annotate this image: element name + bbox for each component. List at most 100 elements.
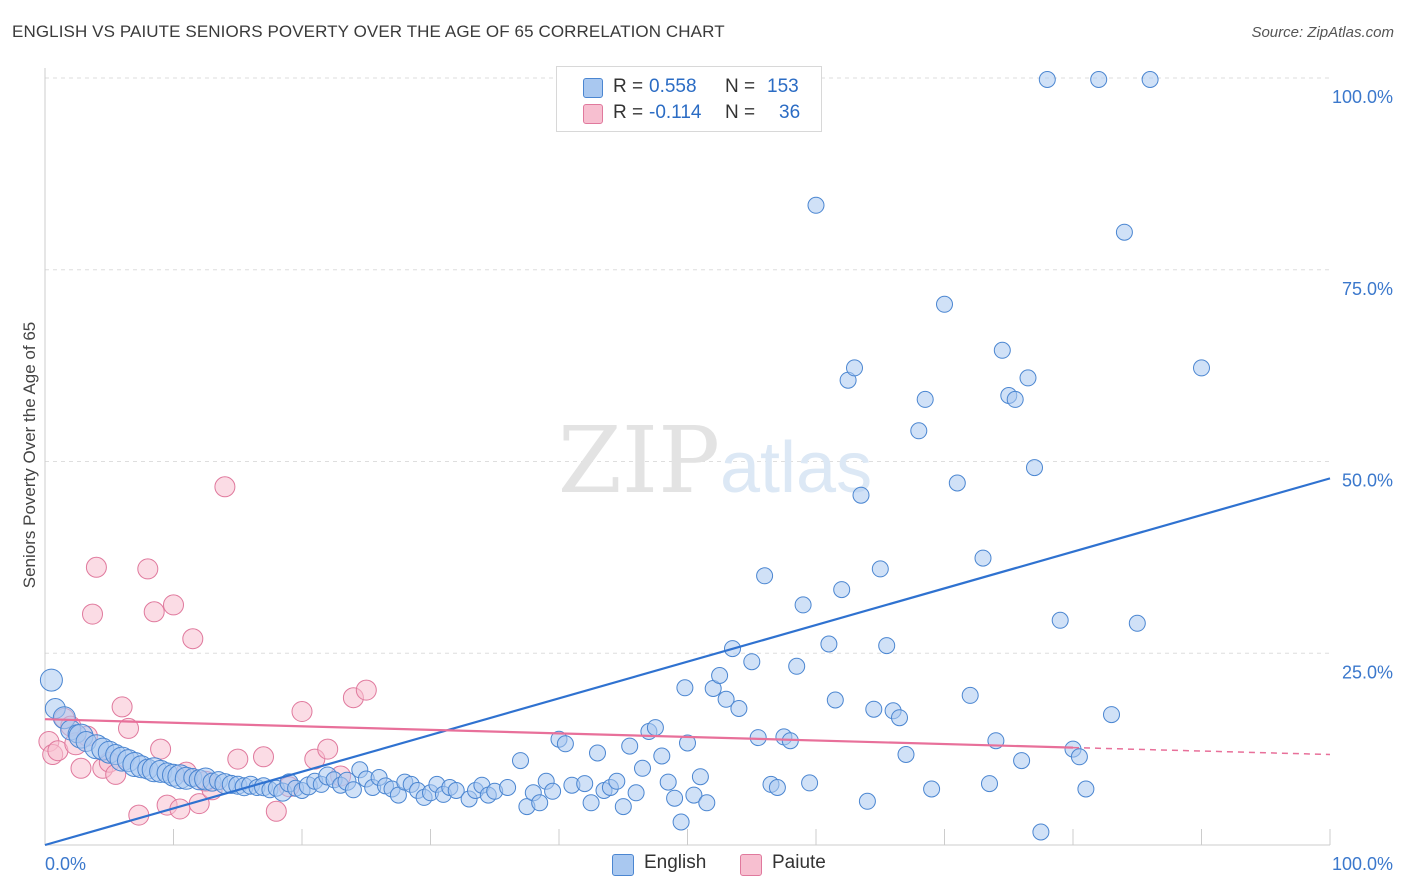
y-tick-label: 25.0% xyxy=(1342,662,1393,682)
watermark-zip: ZIP xyxy=(558,407,720,514)
english-point xyxy=(499,779,517,796)
english-point xyxy=(897,746,915,763)
english-point xyxy=(846,359,863,377)
paiute-point xyxy=(355,679,377,701)
paiute-point xyxy=(265,800,287,822)
english-point xyxy=(717,690,735,708)
english-points xyxy=(39,71,1210,841)
x-tick-label: 100.0% xyxy=(1332,854,1393,874)
english-point xyxy=(691,768,709,786)
english-point xyxy=(1051,611,1069,629)
english-point xyxy=(871,560,889,578)
english-point xyxy=(679,734,696,752)
english-point xyxy=(794,596,812,614)
y-tick-label: 100.0% xyxy=(1332,87,1393,107)
paiute-point xyxy=(227,748,249,770)
english-point xyxy=(512,752,529,770)
english-point xyxy=(936,295,953,313)
legend-n-label: N = xyxy=(725,76,756,97)
paiute-point xyxy=(182,628,204,650)
paiute-point xyxy=(85,556,107,578)
english-point xyxy=(788,657,806,675)
english-point xyxy=(556,735,574,753)
paiute-point xyxy=(291,701,313,722)
english-point xyxy=(948,474,966,492)
paiute-legend-label: Paiute xyxy=(772,852,826,873)
axes xyxy=(44,68,1331,846)
english-point xyxy=(698,794,716,812)
english-point xyxy=(865,700,883,718)
english-point xyxy=(1141,71,1159,88)
english-point xyxy=(582,794,600,812)
english-point xyxy=(1070,748,1088,766)
english-point xyxy=(1019,369,1037,387)
english-point xyxy=(891,709,908,727)
english-point xyxy=(666,789,684,807)
y-tick-labels: 25.0% 50.0% 75.0% 100.0% xyxy=(1332,87,1393,682)
legend-n-value: 36 xyxy=(779,102,801,123)
english-point xyxy=(1103,706,1120,724)
english-point xyxy=(1090,71,1108,88)
paiute-point xyxy=(118,717,139,739)
x-tick-label: 0.0% xyxy=(45,854,86,874)
english-point xyxy=(1026,459,1043,477)
english-point xyxy=(1077,780,1095,798)
legend-r-label: R = xyxy=(613,102,644,123)
y-tick-label: 50.0% xyxy=(1342,471,1393,491)
english-point xyxy=(659,773,677,791)
english-point xyxy=(1128,614,1146,632)
english-point xyxy=(961,686,979,704)
english-point xyxy=(878,637,896,655)
english-point xyxy=(993,341,1011,359)
paiute-point xyxy=(163,594,184,616)
english-point xyxy=(768,779,786,796)
source-credit: Source: ZipAtlas.com xyxy=(1251,24,1394,41)
english-point xyxy=(1193,359,1210,377)
legend-n-label: N = xyxy=(725,102,756,123)
english-point xyxy=(447,782,465,799)
english-point xyxy=(39,668,63,692)
legend-r-value: -0.114 xyxy=(649,102,702,123)
x-tick-labels: 0.0% 100.0% xyxy=(45,854,1393,874)
english-point xyxy=(749,729,767,747)
paiute-swatch xyxy=(583,104,603,124)
english-point xyxy=(858,792,876,810)
paiute-point xyxy=(70,757,92,779)
english-point xyxy=(544,782,562,800)
english-point xyxy=(614,798,632,816)
english-point xyxy=(743,653,761,671)
english-point xyxy=(653,747,671,765)
english-swatch xyxy=(583,78,603,98)
english-legend-label: English xyxy=(644,852,707,873)
english-point xyxy=(974,549,992,567)
paiute-point xyxy=(317,738,339,760)
english-point xyxy=(820,635,838,653)
correlation-legend: R = 0.558 N = 153 R = -0.114 N = 36 xyxy=(556,66,822,132)
english-point xyxy=(608,772,626,790)
grid xyxy=(45,77,1330,654)
english-point xyxy=(711,667,729,684)
english-point xyxy=(576,775,594,793)
english-point xyxy=(1032,823,1050,841)
paiute-point xyxy=(253,746,274,768)
english-point xyxy=(730,700,748,717)
english-point xyxy=(1006,390,1024,408)
english-point xyxy=(344,781,362,799)
english-point xyxy=(531,794,549,812)
english-trend-line xyxy=(44,477,1331,847)
english-point xyxy=(801,774,819,792)
english-point xyxy=(672,813,690,831)
paiute-point xyxy=(143,601,165,623)
paiute-point xyxy=(111,696,133,718)
legend-r-label: R = xyxy=(613,76,644,97)
watermark-atlas: atlas xyxy=(720,428,872,508)
paiute-legend-swatch xyxy=(740,854,762,876)
english-point xyxy=(756,567,774,585)
y-tick-label: 75.0% xyxy=(1342,279,1393,299)
paiute-point xyxy=(214,476,236,498)
english-legend-swatch xyxy=(612,854,634,876)
english-point xyxy=(852,486,870,504)
english-point xyxy=(646,719,664,737)
english-point xyxy=(916,390,934,408)
english-point xyxy=(685,786,703,804)
